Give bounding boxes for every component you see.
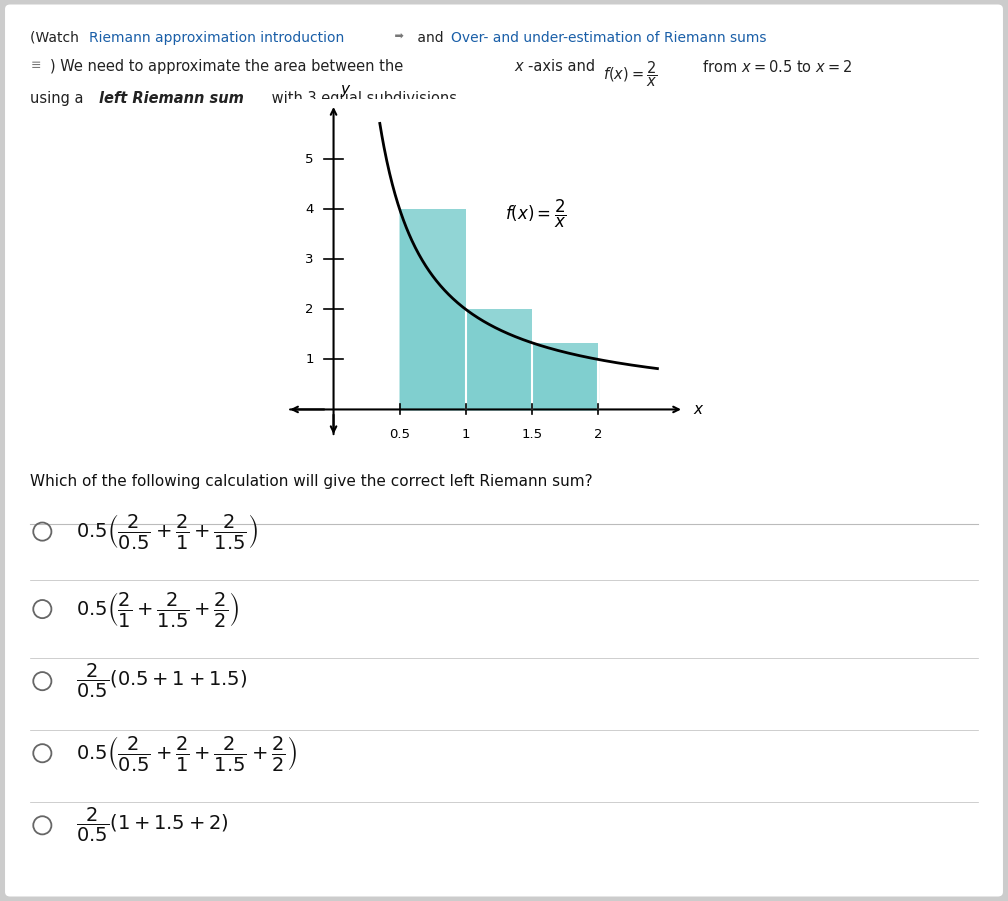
Text: 5: 5: [305, 152, 313, 166]
Text: from $x = 0.5$ to $x = 2$: from $x = 0.5$ to $x = 2$: [698, 59, 852, 76]
Text: $f(x) = \dfrac{2}{x}$: $f(x) = \dfrac{2}{x}$: [603, 59, 657, 89]
Text: Riemann approximation introduction: Riemann approximation introduction: [89, 31, 344, 45]
Text: $0.5\left(\dfrac{2}{0.5} + \dfrac{2}{1} + \dfrac{2}{1.5} + \dfrac{2}{2}\right)$: $0.5\left(\dfrac{2}{0.5} + \dfrac{2}{1} …: [76, 733, 296, 773]
Text: $y$: $y$: [340, 83, 352, 99]
Bar: [399, 209, 466, 409]
Text: -axis and: -axis and: [528, 59, 600, 75]
Bar: [532, 342, 598, 409]
Text: 0.5: 0.5: [389, 429, 410, 441]
Text: and: and: [413, 31, 449, 45]
Text: $x$: $x$: [514, 59, 525, 75]
Text: $\dfrac{2}{0.5}(0.5 + 1 + 1.5)$: $\dfrac{2}{0.5}(0.5 + 1 + 1.5)$: [76, 662, 247, 700]
Text: 2: 2: [305, 303, 313, 316]
Text: $0.5\left(\dfrac{2}{0.5} + \dfrac{2}{1} + \dfrac{2}{1.5}\right)$: $0.5\left(\dfrac{2}{0.5} + \dfrac{2}{1} …: [76, 512, 258, 551]
Bar: [466, 309, 532, 409]
Text: Which of the following calculation will give the correct left Riemann sum?: Which of the following calculation will …: [30, 474, 593, 489]
Text: $x$: $x$: [694, 402, 705, 417]
Text: ) We need to approximate the area between the: ) We need to approximate the area betwee…: [50, 59, 408, 75]
FancyBboxPatch shape: [5, 5, 1003, 896]
Text: 2: 2: [594, 429, 602, 441]
Text: 1: 1: [305, 353, 313, 366]
Text: using a: using a: [30, 91, 89, 106]
Text: 3: 3: [305, 253, 313, 266]
Text: $0.5\left(\dfrac{2}{1} + \dfrac{2}{1.5} + \dfrac{2}{2}\right)$: $0.5\left(\dfrac{2}{1} + \dfrac{2}{1.5} …: [76, 589, 239, 629]
Text: 1: 1: [462, 429, 470, 441]
Text: 4: 4: [305, 203, 313, 215]
Text: 1.5: 1.5: [521, 429, 542, 441]
Text: with 3 equal subdivisions.: with 3 equal subdivisions.: [267, 91, 462, 106]
Text: (Watch: (Watch: [30, 31, 84, 45]
Text: ≡: ≡: [30, 59, 40, 72]
Text: ➡: ➡: [391, 31, 404, 41]
Text: Over- and under-estimation of Riemann sums: Over- and under-estimation of Riemann su…: [451, 31, 766, 45]
Text: $\dfrac{2}{0.5}(1 + 1.5 + 2)$: $\dfrac{2}{0.5}(1 + 1.5 + 2)$: [76, 806, 229, 844]
Text: $f(x) = \dfrac{2}{x}$: $f(x) = \dfrac{2}{x}$: [505, 198, 568, 231]
Text: left Riemann sum: left Riemann sum: [99, 91, 244, 106]
